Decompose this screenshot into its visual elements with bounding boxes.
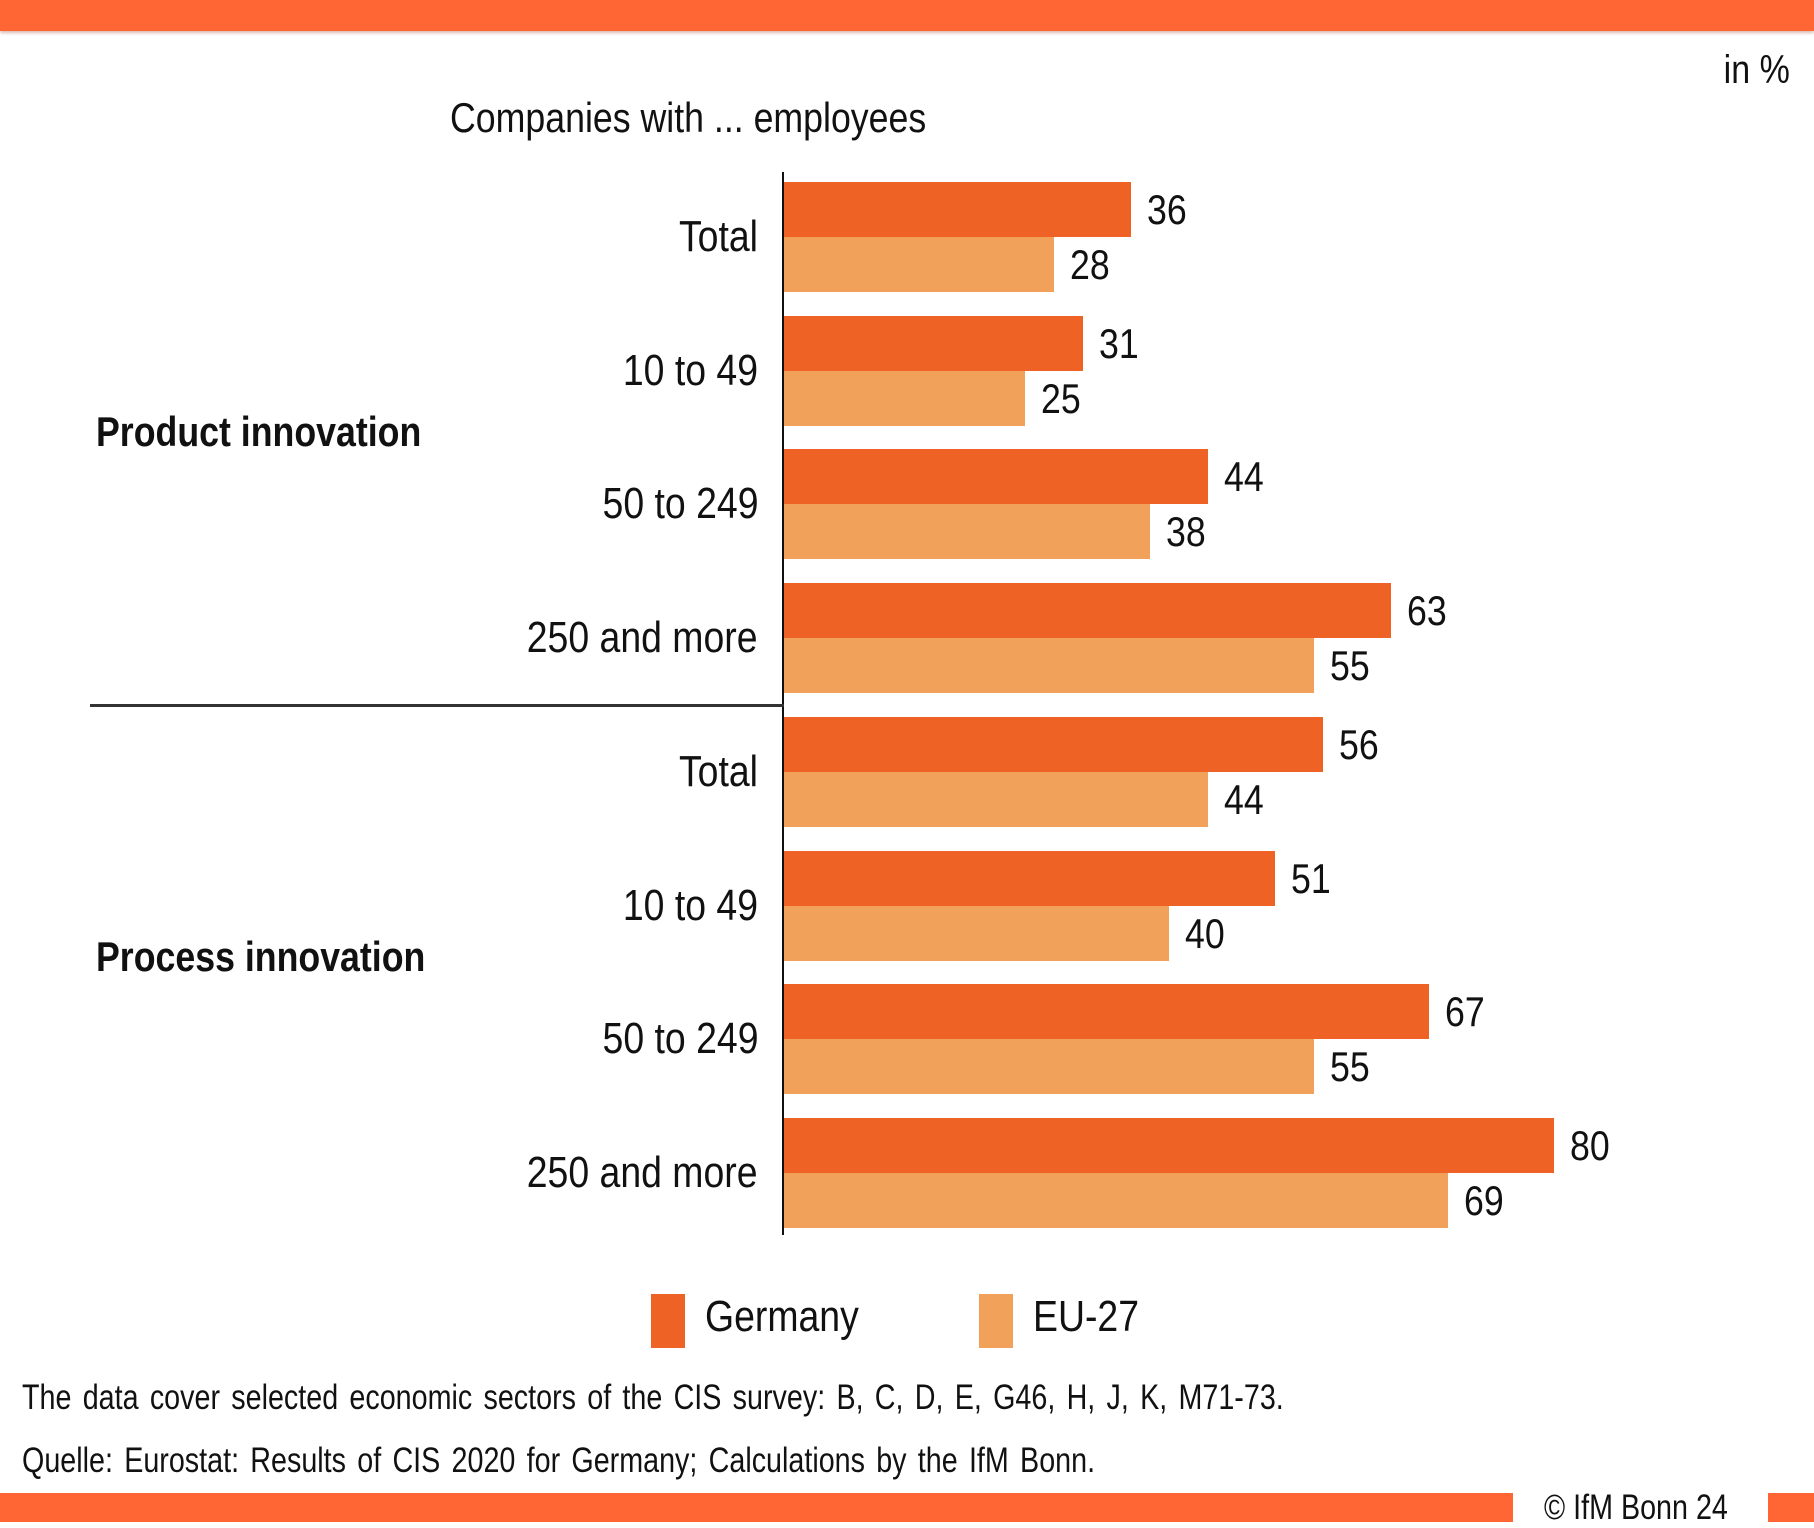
bar-germany [784, 449, 1208, 504]
category-label: 50 to 249 [602, 1014, 758, 1063]
bar-germany [784, 182, 1131, 237]
data-label: 28 [1069, 241, 1110, 288]
legend-swatch-eu27 [979, 1294, 1013, 1348]
bar-eu27 [784, 504, 1150, 559]
data-label: 44 [1223, 776, 1264, 823]
bar-germany [784, 582, 1391, 638]
data-label: 67 [1445, 988, 1485, 1035]
bar-germany [784, 315, 1083, 371]
bar-eu27 [784, 772, 1208, 827]
bar-eu27 [784, 1039, 1314, 1094]
bar-germany [784, 984, 1430, 1039]
group-label: Process innovation [96, 933, 426, 980]
data-label: 80 [1570, 1121, 1611, 1169]
data-label: 40 [1185, 909, 1225, 957]
data-label: 44 [1223, 453, 1264, 500]
data-label: 55 [1329, 641, 1370, 689]
legend-label-germany: Germany [705, 1292, 859, 1341]
chart-subtitle: Companies with ... employees [450, 94, 927, 141]
legend-swatch-germany [651, 1294, 685, 1348]
data-label: 38 [1165, 508, 1206, 555]
category-label: 250 and more [527, 1147, 758, 1197]
source-note: Quelle: Eurostat: Results of CIS 2020 fo… [22, 1441, 1096, 1480]
footer-brand-bar-right [1768, 1493, 1814, 1522]
data-label: 63 [1406, 586, 1447, 634]
data-label: 25 [1040, 374, 1081, 422]
bar-eu27 [784, 637, 1314, 693]
group-separator [90, 704, 784, 707]
footnote-sectors: The data cover selected economic sectors… [22, 1378, 1284, 1417]
data-label: 31 [1098, 319, 1139, 367]
data-label: 51 [1291, 854, 1331, 902]
bar-eu27 [784, 370, 1025, 426]
bar-germany [784, 1117, 1555, 1173]
category-axis-line [782, 172, 784, 1235]
bar-germany [784, 717, 1324, 772]
category-label: 10 to 49 [622, 880, 758, 930]
category-label: 250 and more [527, 612, 758, 662]
data-label: 56 [1339, 721, 1379, 768]
data-label: 69 [1464, 1176, 1505, 1224]
footer-brand-bar-left [0, 1493, 1513, 1522]
unit-label: in % [1723, 48, 1790, 92]
data-label: 36 [1146, 186, 1187, 233]
bar-germany [784, 850, 1276, 906]
bar-eu27 [784, 237, 1054, 292]
category-label: Total [678, 747, 758, 796]
bar-eu27 [784, 905, 1170, 961]
category-label: Total [678, 212, 758, 261]
copyright: © IfM Bonn 24 [1544, 1488, 1728, 1527]
category-label: 50 to 249 [602, 479, 758, 528]
bar-eu27 [784, 1172, 1449, 1228]
group-label: Product innovation [96, 408, 422, 455]
data-label: 55 [1329, 1043, 1370, 1090]
legend-label-eu27: EU-27 [1033, 1292, 1140, 1341]
category-label: 10 to 49 [622, 345, 758, 395]
header-brand-bar [0, 0, 1814, 31]
